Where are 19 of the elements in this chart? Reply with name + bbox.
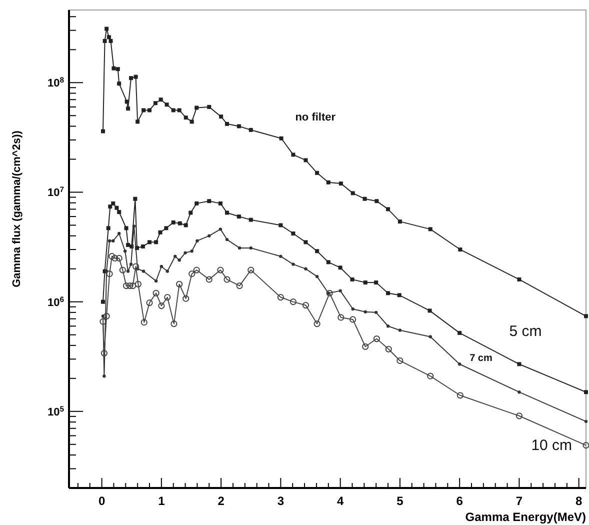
x-tick-label: 0 bbox=[98, 494, 106, 508]
x-tick-label: 8 bbox=[576, 494, 582, 508]
x-tick-label: 4 bbox=[336, 494, 344, 508]
y-tick-label: 10$^{7}$ bbox=[47, 184, 64, 200]
series-label: 7 cm bbox=[470, 353, 492, 364]
x-tick-label: 7 bbox=[516, 494, 523, 508]
y-tick-label: 10$^{6}$ bbox=[47, 294, 64, 309]
series-label: no filter bbox=[295, 112, 336, 124]
x-tick-label: 5 bbox=[396, 494, 404, 508]
y-tick-label: 10$^{5}$ bbox=[47, 404, 65, 418]
x-tick-label: 1 bbox=[158, 494, 166, 508]
series-label: 10 cm bbox=[531, 436, 572, 454]
x-tick-label: 6 bbox=[456, 494, 464, 508]
series-label: 5 cm bbox=[509, 323, 542, 340]
x-tick-label: 2 bbox=[218, 494, 225, 508]
y-axis-title: Gamma flux (gamma/(cm^2s)) bbox=[11, 130, 23, 288]
x-axis-title: Gamma Energy(MeV) bbox=[465, 510, 586, 524]
x-tick-label: 3 bbox=[277, 494, 284, 508]
y-tick-label: 10$^{8}$ bbox=[47, 75, 65, 90]
